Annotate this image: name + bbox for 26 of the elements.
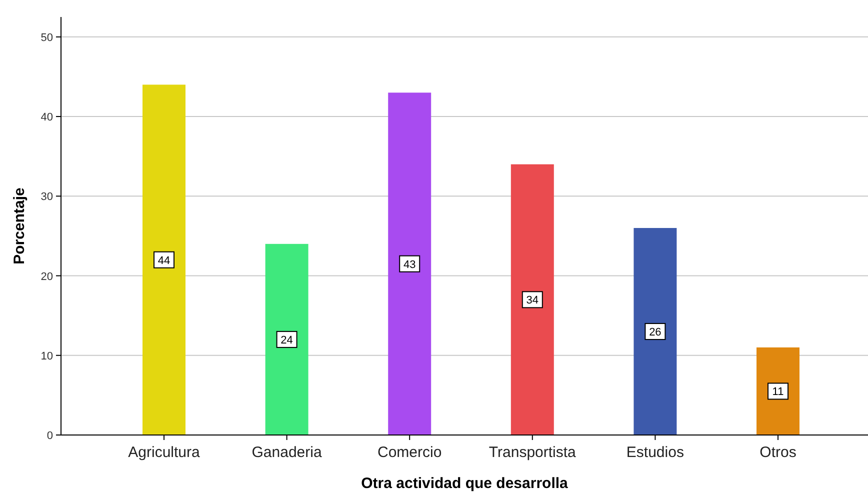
- bar: [265, 244, 308, 435]
- y-axis-title: Porcentaje: [11, 188, 28, 264]
- bar: [510, 164, 554, 435]
- bar: [756, 347, 800, 435]
- data-label: 24: [280, 334, 293, 346]
- x-tick-label: Agricultura: [128, 444, 201, 461]
- x-tick-label: Transportista: [488, 444, 577, 461]
- x-tick-label: Comercio: [378, 444, 442, 461]
- x-tick-label: Otros: [760, 444, 796, 461]
- y-tick-label: 50: [40, 32, 53, 44]
- y-tick-label: 30: [40, 191, 53, 204]
- x-tick-label: Ganaderia: [252, 444, 322, 461]
- data-label: 34: [526, 294, 539, 307]
- data-label: 26: [649, 326, 662, 338]
- x-axis-title: Otra actividad que desarrolla: [361, 475, 569, 492]
- data-label: 43: [403, 258, 416, 271]
- y-tick-label: 0: [46, 430, 53, 442]
- bar: [142, 84, 186, 435]
- bar: [388, 92, 432, 435]
- data-label: 44: [158, 254, 170, 267]
- data-label: 11: [772, 386, 784, 398]
- y-tick-label: 40: [40, 112, 53, 124]
- y-tick-label: 20: [40, 270, 53, 283]
- y-tick-label: 10: [40, 350, 53, 362]
- x-tick-label: Estudios: [626, 444, 684, 461]
- bar: [634, 228, 677, 435]
